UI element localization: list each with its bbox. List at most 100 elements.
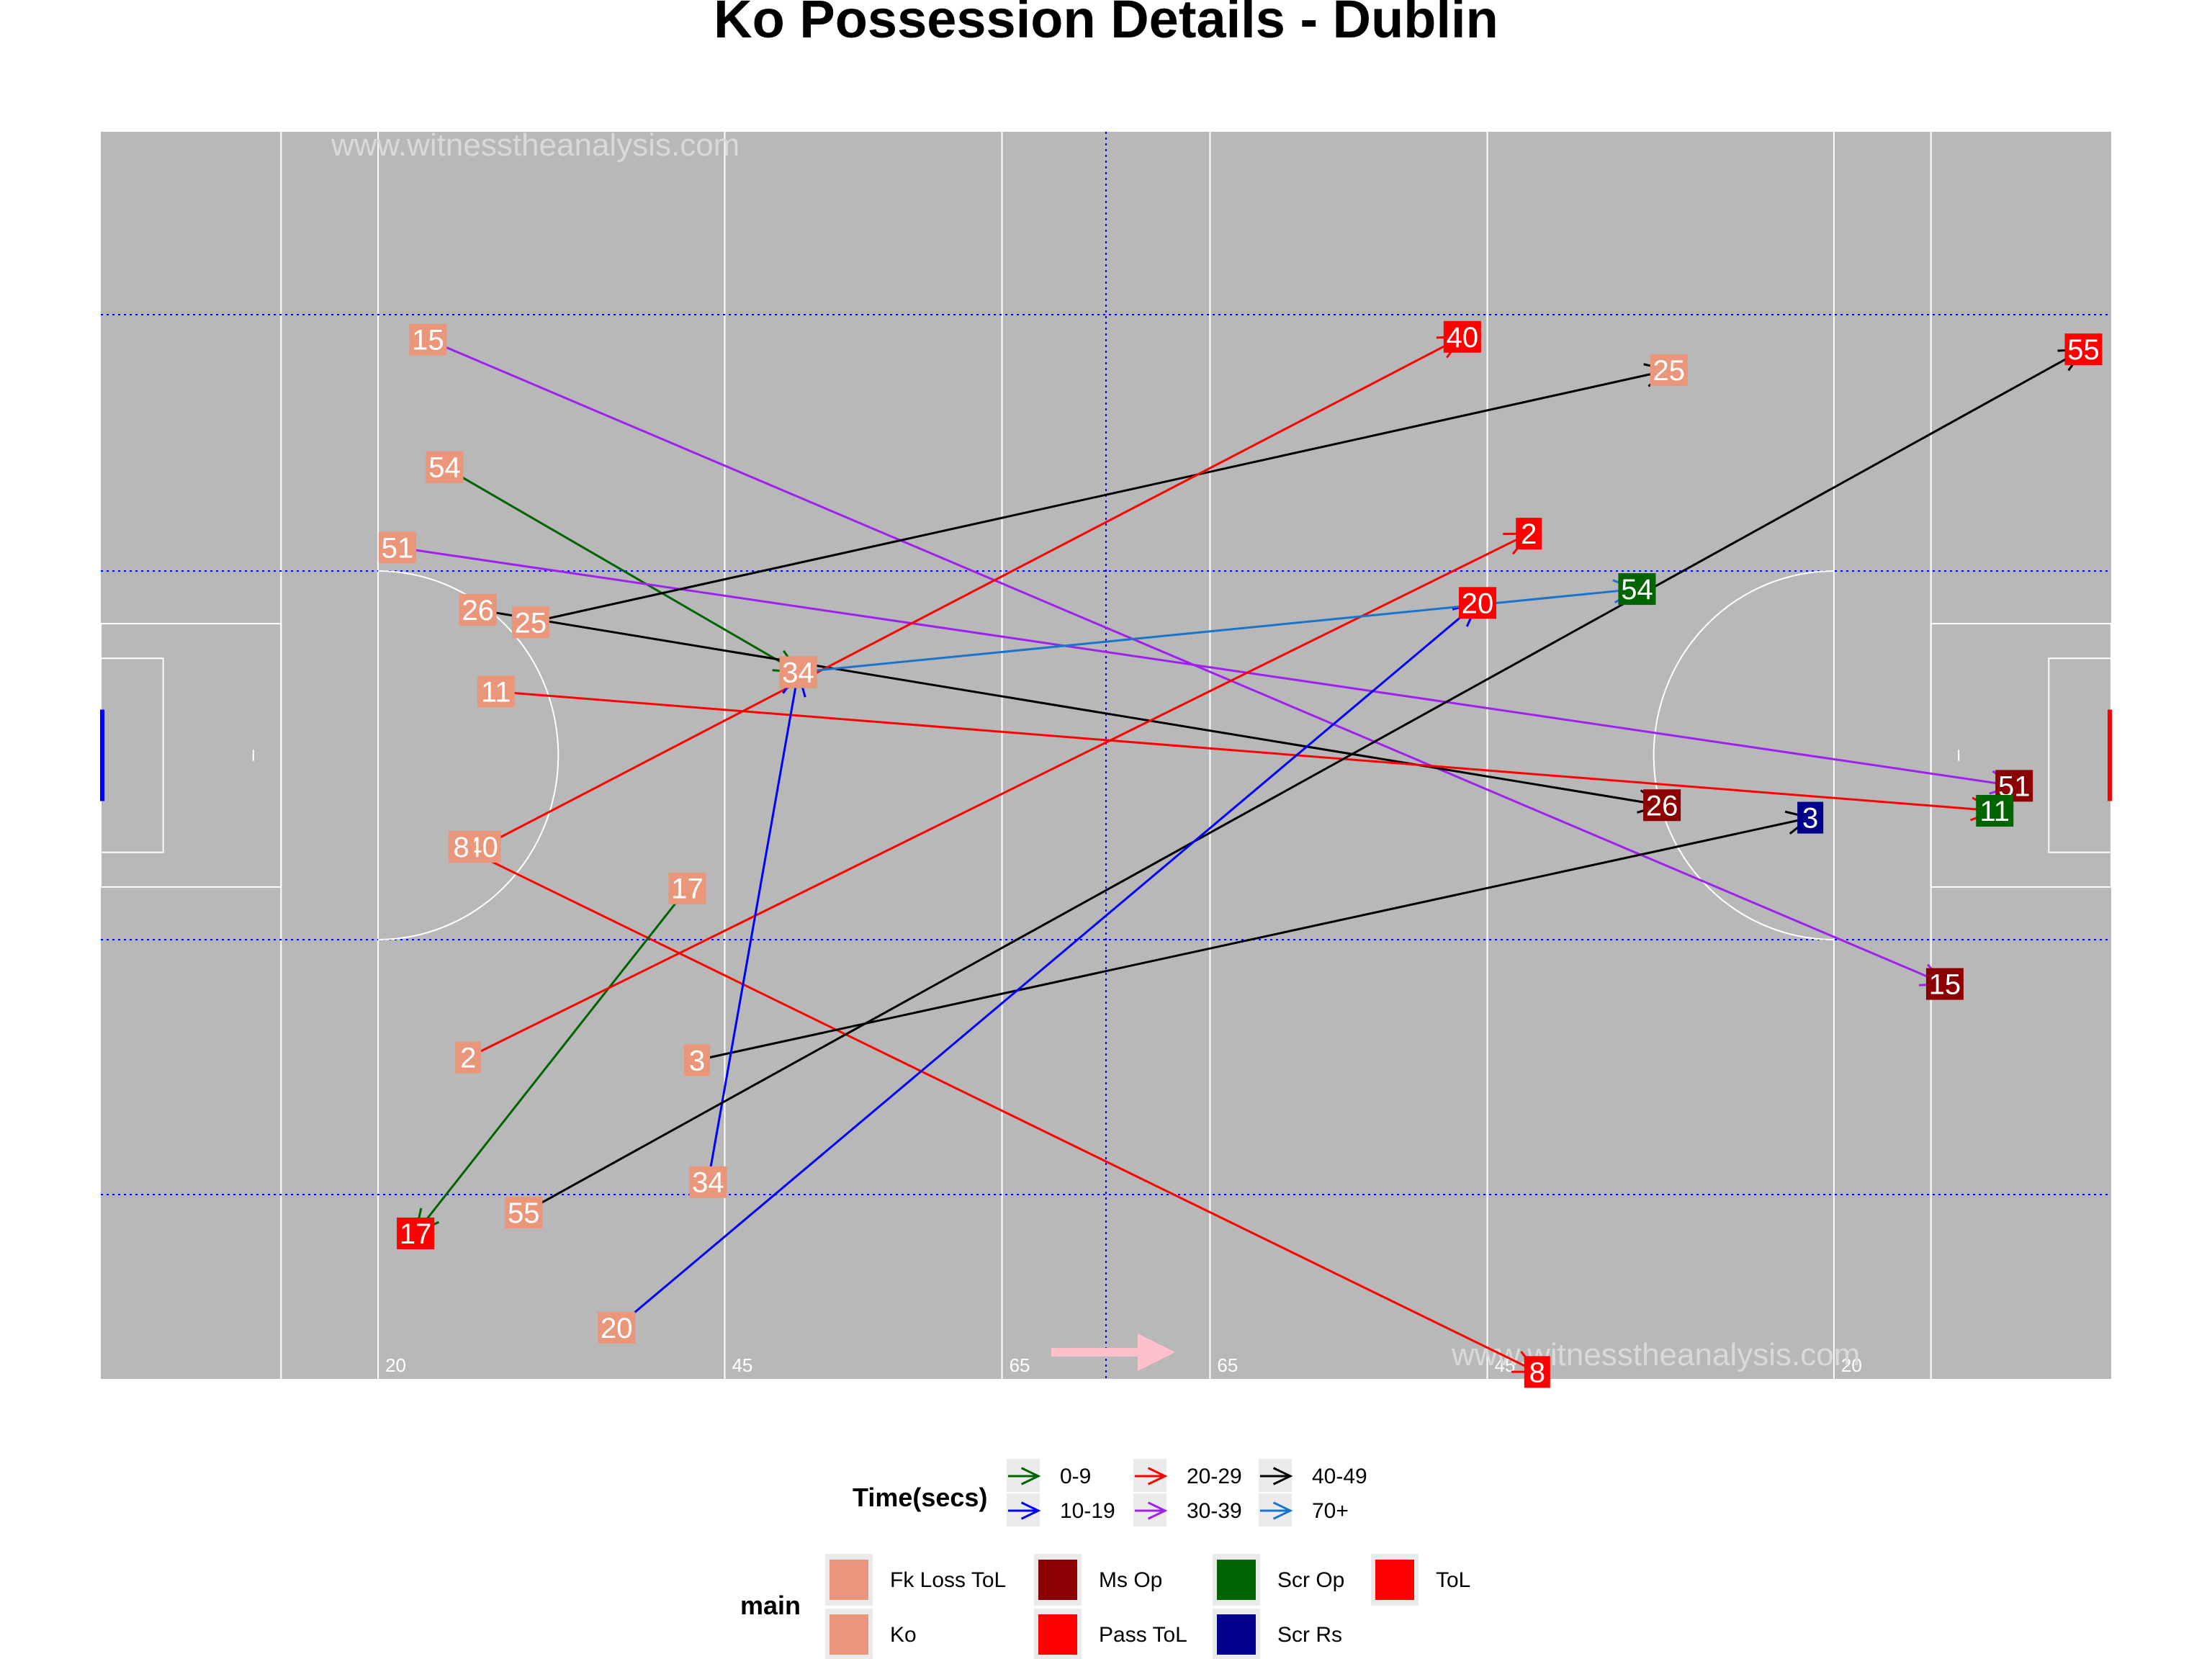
main-legend-label: Scr Rs: [1277, 1623, 1342, 1647]
pitch-distance-mark: 45: [732, 1354, 752, 1376]
start-label-box: [459, 593, 497, 626]
main-legend-label: Fk Loss ToL: [890, 1568, 1006, 1592]
main-legend-label: Ms Op: [1099, 1568, 1162, 1592]
end-label: 17: [400, 1218, 432, 1250]
end-label-box: [1618, 573, 1656, 606]
end-label-box: [1650, 354, 1688, 387]
pitch: 20 45 65 65 45 20www.witnesstheanalysis.comww…: [100, 127, 2113, 1379]
possession-arrow: [530, 369, 1670, 624]
possession-arrow: [706, 672, 800, 1182]
time-legend-label: 20-29: [1187, 1465, 1242, 1488]
main-legend-label: Ko: [890, 1623, 917, 1647]
end-label: 3: [1802, 803, 1818, 835]
pitch-distance-mark: 20: [1841, 1354, 1862, 1376]
start-label: 11: [481, 676, 511, 708]
start-label: 51: [382, 532, 414, 564]
start-label: 3: [689, 1045, 705, 1076]
arrow-head: [1020, 1501, 1041, 1520]
possession-arrow: [467, 532, 1529, 1058]
possession-arrow: [495, 690, 1995, 812]
main-legend-swatch: [1217, 1614, 1256, 1655]
chart-title: Ko Possession Details - Dublin: [714, 0, 1498, 49]
start-label: 2: [460, 1043, 476, 1074]
arrow-head: [1272, 1501, 1293, 1520]
main-legend-swatch: [1375, 1560, 1414, 1600]
main-legend-swatch: [830, 1560, 868, 1600]
end-label: 34: [782, 657, 814, 689]
arrow-head: [1147, 1501, 1168, 1520]
start-label-box: [683, 1044, 710, 1076]
end-label: 15: [1929, 969, 1961, 1001]
attack-direction-arrow-head: [1138, 1334, 1175, 1371]
main-legend-swatch: [1217, 1560, 1256, 1600]
end-label-box: [397, 1217, 435, 1249]
possession-arrow: [414, 887, 688, 1234]
end-label-box: [1976, 794, 2014, 827]
end-label: 20: [1462, 588, 1494, 619]
start-label: 8: [454, 832, 469, 863]
start-label-box: [689, 1166, 727, 1198]
time-legend-label: 40-49: [1312, 1465, 1367, 1488]
time-legend-label: 0-9: [1060, 1465, 1091, 1488]
possession-arrow: [460, 845, 1538, 1373]
end-label: 8: [1529, 1357, 1545, 1388]
time-legend-label: 30-39: [1187, 1499, 1242, 1523]
end-label: 2: [1521, 518, 1537, 550]
start-label-box: [598, 1311, 636, 1344]
arc-right: [1653, 570, 1834, 940]
start-label: 55: [508, 1197, 540, 1229]
time-legend-title: Time(secs): [853, 1483, 987, 1512]
main-legend-label: Scr Op: [1277, 1568, 1344, 1592]
possession-arrow: [477, 608, 1663, 806]
main-legend-swatch: [1038, 1560, 1077, 1600]
possession-arrow: [444, 466, 799, 673]
end-label: 54: [1621, 574, 1653, 606]
start-label: 34: [692, 1167, 724, 1199]
possession-arrow: [397, 546, 2015, 787]
main-legend-label: Pass ToL: [1099, 1623, 1187, 1647]
start-label-box: [668, 872, 706, 904]
start-label-box: [426, 451, 464, 483]
start-label-box: [379, 531, 417, 564]
end-label-box: [1443, 320, 1481, 353]
start-label-box: [505, 1197, 543, 1229]
possession-arrow: [798, 588, 1637, 674]
main-legend-swatch: [1038, 1614, 1077, 1655]
start-label-box: [477, 675, 515, 708]
start-label: 17: [671, 873, 703, 905]
start-label: 54: [428, 452, 461, 484]
start-label-box: [455, 1041, 482, 1074]
start-label-box: [511, 606, 549, 639]
possession-arrow: [696, 817, 1811, 1061]
watermark: www.witnesstheanalysis.com: [331, 127, 739, 163]
end-label-box: [1516, 518, 1542, 550]
possession-arrow: [481, 336, 1463, 848]
time-legend-label: 10-19: [1060, 1499, 1115, 1523]
start-label: 26: [462, 595, 494, 626]
pitch-distance-mark: 65: [1010, 1354, 1030, 1376]
start-label: 20: [601, 1313, 633, 1344]
end-label: 11: [1979, 796, 2010, 827]
start-label-box: [409, 323, 447, 356]
possession-arrow: [616, 602, 1479, 1328]
end-label-box: [1925, 968, 1964, 1000]
end-label: 55: [2067, 334, 2100, 366]
end-label: 40: [1447, 322, 1479, 354]
end-label-box: [1459, 587, 1497, 619]
pitch-distance-mark: 20: [385, 1354, 406, 1376]
end-label-box: [2064, 333, 2103, 366]
arrow-head: [1020, 1467, 1041, 1485]
start-label: 25: [515, 607, 547, 639]
end-label-box: [779, 656, 817, 688]
time-legend-label: 70+: [1312, 1499, 1349, 1523]
main-legend-label: ToL: [1436, 1568, 1470, 1592]
end-label: 26: [1646, 790, 1678, 822]
end-label: 25: [1653, 355, 1686, 387]
start-label-box: [448, 831, 475, 863]
end-label-box: [1524, 1356, 1550, 1388]
end-label-box: [1643, 789, 1681, 822]
arrow-head: [1272, 1467, 1293, 1485]
arrow-head: [1147, 1467, 1168, 1485]
start-label: 15: [412, 325, 444, 356]
main-legend-title: main: [740, 1591, 801, 1620]
